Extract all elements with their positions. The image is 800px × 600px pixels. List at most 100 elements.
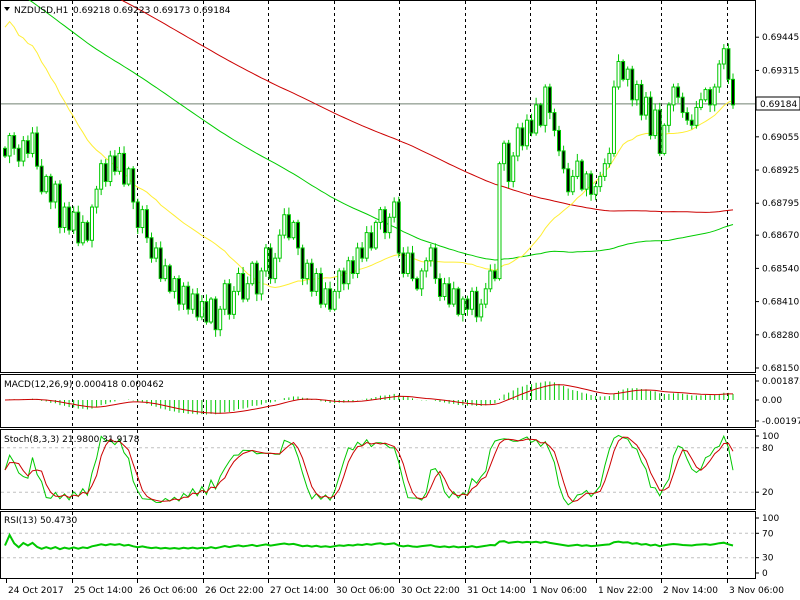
candle: [341, 267, 346, 291]
candle: [318, 267, 323, 309]
candle: [676, 83, 681, 104]
x-axis-label: 26 Oct 22:00: [205, 586, 264, 596]
candle-body: [731, 78, 735, 106]
candle: [529, 113, 534, 137]
candle: [653, 103, 658, 139]
y-axis-label: 70: [762, 529, 774, 539]
candle: [625, 66, 630, 87]
candle: [314, 268, 319, 296]
y-axis-label: 0.68150: [762, 364, 799, 374]
candle: [250, 261, 255, 286]
candle: [451, 281, 456, 307]
candle: [447, 277, 452, 308]
price-tag-box: [755, 96, 800, 111]
candle-body: [396, 201, 401, 254]
candle-body: [460, 298, 465, 315]
candle: [424, 257, 429, 278]
candle: [99, 159, 104, 196]
candle-body: [296, 221, 301, 249]
candle-body: [680, 96, 685, 114]
candle: [405, 246, 410, 277]
candle: [611, 80, 616, 157]
candle: [726, 43, 731, 84]
candle: [3, 146, 7, 159]
candle-body: [305, 262, 310, 280]
candle-body: [630, 68, 635, 101]
candle: [149, 232, 154, 263]
candle: [273, 252, 278, 284]
candle-body: [506, 142, 511, 183]
candle: [483, 282, 488, 309]
candle: [433, 243, 438, 284]
candle-body: [726, 48, 731, 80]
candle-body: [488, 270, 493, 290]
candle: [534, 97, 539, 136]
candle: [712, 83, 717, 112]
candle-body: [300, 247, 305, 280]
candle: [190, 288, 195, 314]
rsi-pane-frame[interactable]: [0, 511, 756, 579]
x-axis-label: 2 Nov 14:00: [663, 586, 718, 596]
candle: [616, 54, 621, 90]
candle-body: [653, 109, 658, 137]
candle: [392, 197, 397, 223]
candle-body: [373, 221, 378, 249]
candle-body: [566, 168, 571, 193]
x-axis-label: 30 Oct 22:00: [401, 586, 460, 596]
candle-body: [241, 272, 246, 300]
candle-body: [378, 209, 383, 223]
rsi-line: [4, 532, 734, 551]
candle: [602, 158, 607, 182]
candle: [268, 243, 273, 284]
candle-body: [657, 109, 662, 154]
candle: [543, 84, 548, 133]
candle: [657, 102, 662, 157]
price-pane-frame[interactable]: [0, 0, 756, 373]
candle-body: [140, 209, 145, 229]
y-axis-label: 0: [762, 569, 768, 579]
candle-body: [451, 288, 456, 305]
y-axis-label: 0.68670: [762, 231, 799, 241]
candle-body: [644, 96, 649, 116]
candle-body: [534, 104, 539, 134]
candle-body: [85, 221, 90, 241]
candle: [717, 60, 722, 93]
candle-body: [671, 86, 676, 106]
candle-body: [158, 247, 163, 280]
candle-body: [176, 278, 181, 305]
candle: [89, 204, 94, 248]
candle: [547, 83, 552, 120]
y-axis-label: 0.68925: [762, 166, 799, 176]
candle-body: [67, 206, 72, 231]
candle-body: [167, 265, 172, 292]
ohlc-values: 0.69218 0.69223 0.69173 0.69184: [73, 6, 231, 16]
macd-pane-frame[interactable]: [0, 374, 756, 428]
candle: [167, 263, 172, 294]
macd-plot: [4, 381, 734, 415]
candle-body: [437, 278, 442, 297]
y-axis-label: 0.68795: [762, 199, 799, 209]
candle-body: [318, 272, 323, 305]
y-axis-label: 0.68410: [762, 298, 799, 308]
candle-body: [273, 257, 278, 280]
candle-body: [350, 260, 355, 274]
candle-body: [154, 247, 159, 259]
candle: [671, 83, 676, 112]
candle: [579, 159, 584, 192]
candle: [355, 242, 360, 279]
candle-body: [35, 132, 40, 167]
candle-body: [355, 247, 360, 274]
candle-body: [579, 160, 584, 190]
candle-body: [190, 293, 195, 310]
candle-body: [721, 48, 726, 65]
stoch-pane-frame[interactable]: [0, 429, 756, 510]
candle: [350, 256, 355, 279]
candle: [245, 276, 250, 302]
candle-body: [433, 247, 438, 280]
candle: [698, 92, 703, 111]
candle: [474, 286, 479, 323]
candle-body: [16, 147, 21, 162]
candle: [144, 205, 149, 243]
candle: [465, 295, 470, 316]
